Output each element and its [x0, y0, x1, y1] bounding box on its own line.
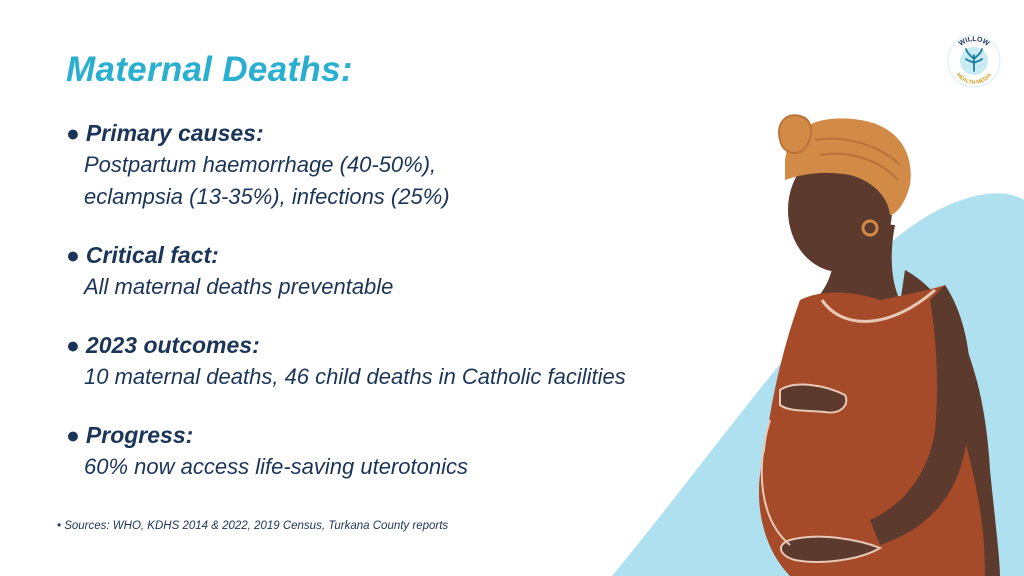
headwrap-folds: [814, 137, 901, 181]
dress-neckline: [820, 288, 936, 323]
logo-top-text: WILLOW: [958, 36, 991, 48]
point-line: All maternal deaths preventable: [84, 274, 394, 299]
sources-footnote: • Sources: WHO, KDHS 2014 & 2022, 2019 C…: [57, 520, 449, 532]
bullet-icon: ●: [66, 422, 80, 448]
point-body: 10 maternal deaths, 46 child deaths in C…: [84, 361, 626, 393]
point-body: Postpartum haemorrhage (40-50%), eclamps…: [84, 149, 450, 213]
willow-health-media-logo: WILLOW HEALTH MEDIA: [947, 34, 1001, 88]
bullet-icon: ●: [66, 332, 80, 358]
point-line: 10 maternal deaths, 46 child deaths in C…: [84, 364, 626, 389]
woman-arm: [870, 285, 971, 545]
point-heading: Critical fact:: [85, 242, 219, 268]
woman-lower-hand: [780, 535, 883, 563]
point-heading: 2023 outcomes:: [85, 332, 260, 358]
list-item: ● Critical fact: All maternal deaths prev…: [66, 242, 393, 303]
belly-line: [760, 419, 791, 546]
list-item: ● Progress: 60% now access life-saving ut…: [66, 422, 468, 483]
page-title: Maternal Deaths:: [66, 50, 353, 89]
list-item: ● 2023 outcomes: 10 maternal deaths, 46 c…: [66, 332, 626, 393]
point-heading: Primary causes:: [85, 120, 264, 146]
bullet-icon: ●: [66, 120, 80, 146]
point-body: All maternal deaths preventable: [84, 271, 393, 303]
point-line: Postpartum haemorrhage (40-50%),: [84, 152, 437, 177]
list-item: ● Primary causes: Postpartum haemorrhage …: [66, 120, 450, 213]
bullet-icon: ●: [66, 242, 80, 268]
woman-earring: [861, 219, 879, 237]
woman-headwrap: [785, 118, 911, 215]
headwrap-knot: [778, 114, 812, 154]
point-body: 60% now access life-saving uterotonics: [84, 451, 468, 483]
svg-text:WILLOW: WILLOW: [958, 36, 991, 48]
tree-icon: [965, 48, 983, 72]
point-line: 60% now access life-saving uterotonics: [84, 454, 468, 479]
point-line: eclampsia (13-35%), infections (25%): [84, 184, 450, 209]
woman-upper-hand: [779, 383, 848, 414]
point-heading: Progress:: [85, 422, 194, 448]
